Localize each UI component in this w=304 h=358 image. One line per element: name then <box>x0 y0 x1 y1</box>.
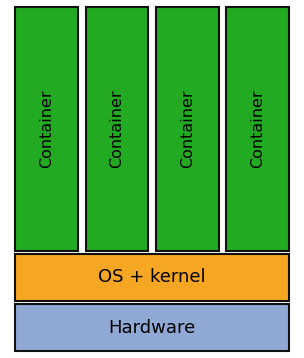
Text: Container: Container <box>180 90 195 168</box>
Bar <box>85 7 148 251</box>
Bar <box>226 7 289 251</box>
Text: Hardware: Hardware <box>108 319 196 337</box>
Text: Container: Container <box>250 90 265 168</box>
Bar <box>15 7 78 251</box>
Bar <box>156 7 219 251</box>
Text: Container: Container <box>39 90 54 168</box>
Text: OS + kernel: OS + kernel <box>98 268 206 286</box>
Bar <box>15 304 289 351</box>
Bar <box>15 254 289 301</box>
Text: Container: Container <box>109 90 124 168</box>
